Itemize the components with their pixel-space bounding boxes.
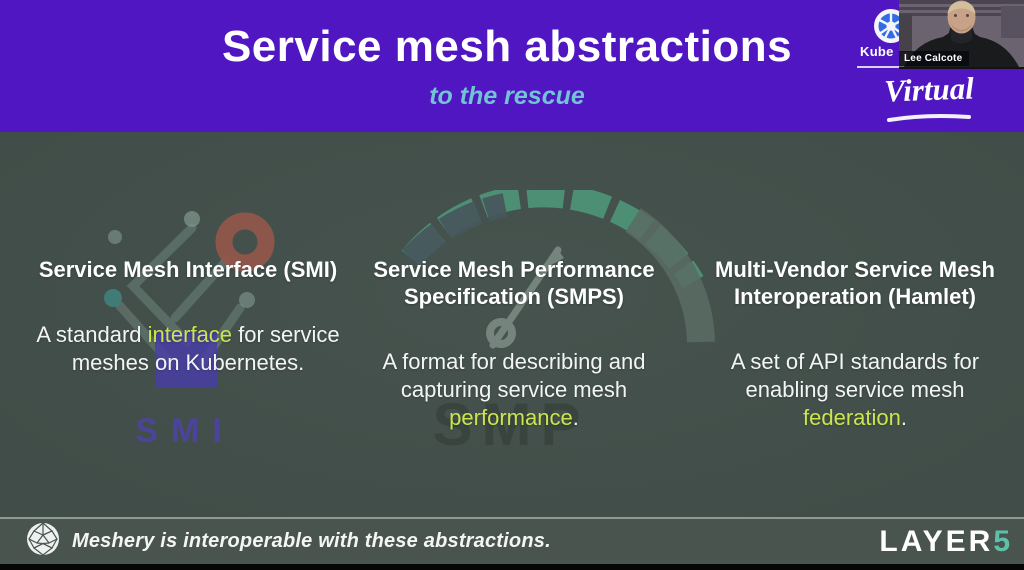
- column-smps-body: A format for describing and capturing se…: [382, 349, 646, 430]
- column-smi-body: A standard interface for service meshes …: [36, 322, 340, 375]
- participant-name-label: Lee Calcote: [899, 51, 970, 66]
- bottom-letterbox-bar: [0, 564, 1024, 570]
- column-hamlet-body: A set of API standards for enabling serv…: [730, 349, 980, 430]
- title-banner: Service mesh abstractions to the rescue: [0, 0, 1024, 132]
- slide-content: SMI SMP Service Mesh Interface (SMI) A s…: [0, 132, 1024, 517]
- smp-watermark-label: SMP: [432, 391, 589, 458]
- layer5-logo: LAYER 5: [879, 525, 1024, 559]
- virtual-label: Virtual: [883, 70, 975, 109]
- column-smps: Service Mesh Performance Specification (…: [358, 256, 670, 432]
- smi-watermark-label: SMI: [135, 412, 234, 450]
- kube-event-label: Kube: [860, 44, 894, 59]
- column-hamlet: Multi-Vendor Service Mesh Interoperation…: [692, 256, 1018, 432]
- layer5-logo-text: LAYER: [879, 524, 994, 558]
- meshery-icon: [26, 522, 60, 561]
- column-smi: Service Mesh Interface (SMI) A standard …: [34, 256, 342, 377]
- virtual-underline-swoosh: [886, 110, 972, 128]
- column-hamlet-heading: Multi-Vendor Service Mesh Interoperation…: [715, 257, 995, 309]
- layer5-logo-five: 5: [993, 524, 1010, 558]
- column-smi-heading: Service Mesh Interface (SMI): [38, 257, 338, 282]
- kube-underline: [857, 66, 899, 68]
- footer-message: Meshery is interoperable with these abst…: [72, 530, 551, 552]
- footer-left: Meshery is interoperable with these abst…: [0, 522, 879, 561]
- smp-gauge-watermark: SMP: [401, 190, 715, 458]
- smi-logo-watermark: SMI: [104, 211, 275, 450]
- page-title: Service mesh abstractions: [221, 22, 793, 71]
- webcam-video-tile[interactable]: Lee Calcote: [899, 0, 1024, 69]
- column-smps-heading: Service Mesh Performance Specification (…: [373, 257, 655, 309]
- page-subtitle: to the rescue: [429, 82, 585, 110]
- footer-bar: Meshery is interoperable with these abst…: [0, 517, 1024, 564]
